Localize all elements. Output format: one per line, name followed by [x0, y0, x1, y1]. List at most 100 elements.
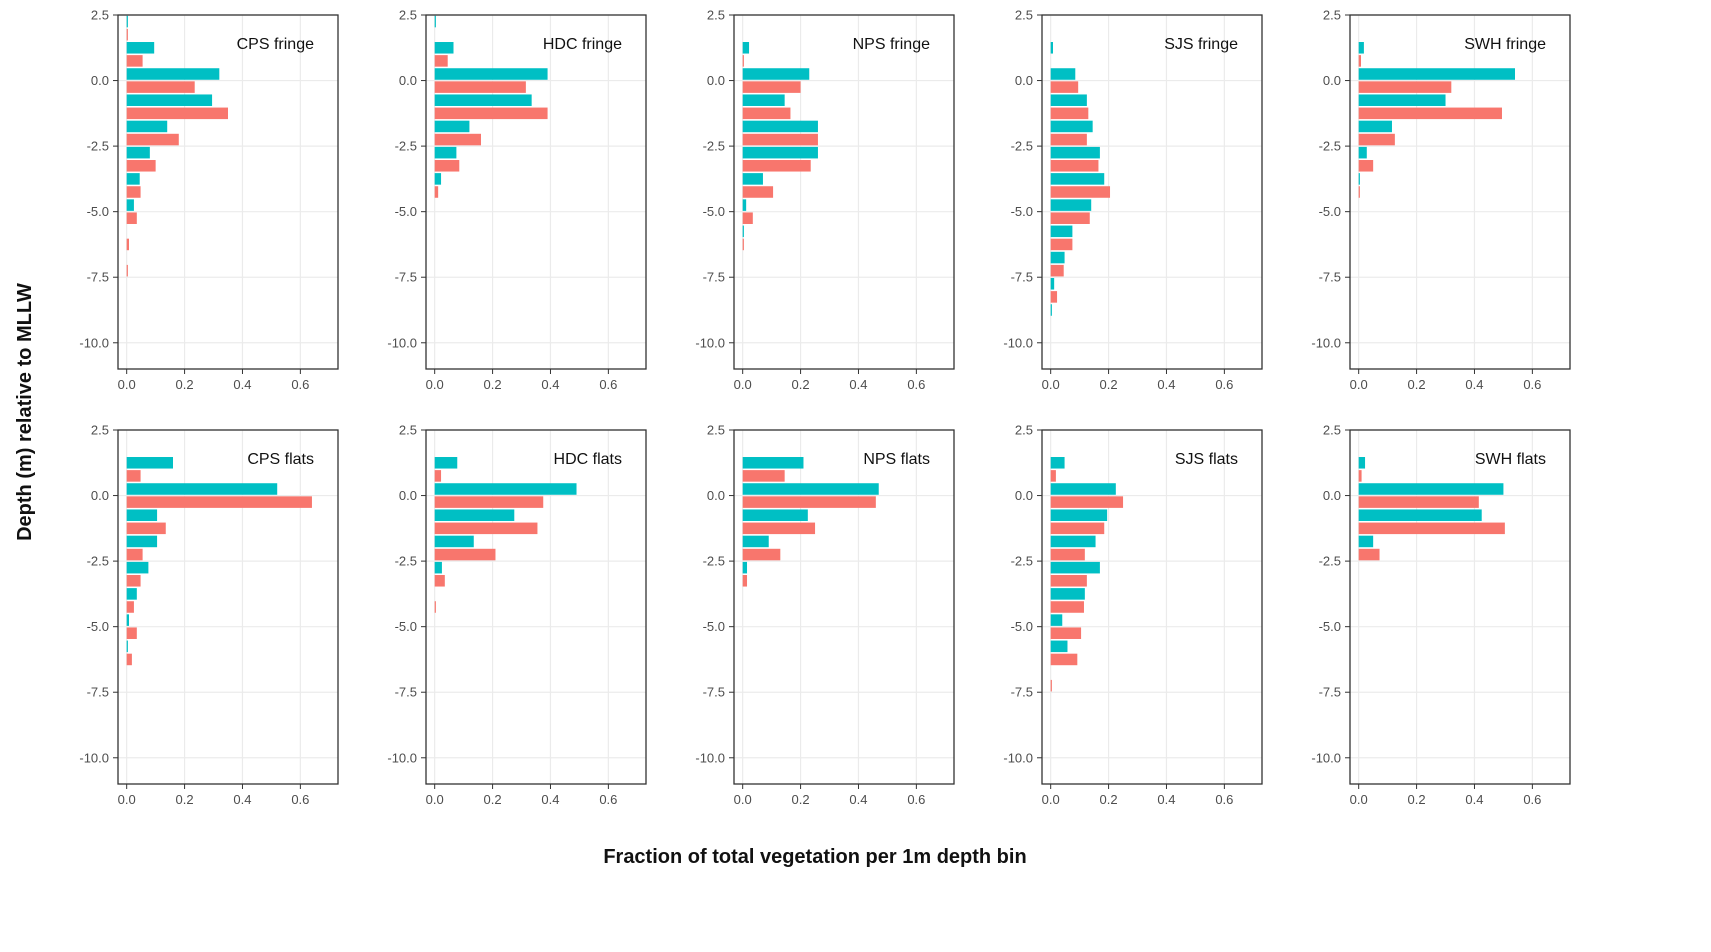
- bar-teal: [1358, 509, 1482, 521]
- bar-red: [126, 575, 141, 587]
- bar-red: [1050, 160, 1099, 172]
- panel-frame: [1041, 14, 1263, 370]
- x-tick-label: 0.0: [426, 377, 444, 392]
- x-tick-label: 0.0: [1042, 377, 1060, 392]
- bar-teal: [1050, 42, 1053, 54]
- bar-red: [126, 522, 166, 535]
- bar-red: [742, 133, 818, 146]
- bar-red: [1050, 627, 1082, 639]
- bar-red: [1050, 81, 1079, 93]
- bar-teal: [1358, 42, 1364, 54]
- bar-teal: [126, 146, 150, 159]
- y-tick-label: 2.5: [1323, 423, 1341, 438]
- bar-teal: [742, 42, 750, 54]
- bar-red: [434, 133, 481, 146]
- bar-teal: [1358, 120, 1392, 133]
- y-tick-label: 0.0: [1323, 488, 1341, 503]
- y-tick-label: -2.5: [703, 139, 725, 154]
- bar-teal: [126, 614, 129, 626]
- panel-title: HDC flats: [554, 451, 622, 468]
- bar-teal: [434, 120, 470, 133]
- bar-teal: [434, 173, 442, 185]
- y-tick-label: -2.5: [395, 139, 417, 154]
- x-tick-label: 0.0: [426, 792, 444, 807]
- bar-teal: [1358, 146, 1367, 159]
- y-tick-label: -7.5: [703, 270, 725, 285]
- x-tick-label: 0.2: [484, 792, 502, 807]
- bar-teal: [742, 199, 747, 211]
- bar-red: [1358, 496, 1479, 508]
- panel-title: CPS fringe: [237, 36, 314, 53]
- bar-red: [1358, 160, 1374, 172]
- panel-hdc-flats: 0.0 0.2 0.4 0.6 2.5 0.0 -2.5 -5.0 -7.5 -10.0 HDC f…: [387, 423, 647, 807]
- panel-frame: [117, 14, 339, 370]
- bar-red: [1050, 133, 1087, 146]
- bar-red: [126, 548, 143, 561]
- x-tick-label: 0.4: [1157, 792, 1175, 807]
- y-axis-title: Depth (m) relative to MLLW: [14, 283, 36, 541]
- bar-teal: [126, 483, 278, 495]
- bar-red: [1050, 264, 1064, 277]
- panel-title: SWH flats: [1475, 451, 1546, 468]
- x-tick-label: 0.6: [291, 377, 309, 392]
- bar-red: [126, 133, 179, 146]
- x-axis-title: Fraction of total vegetation per 1m dept…: [603, 846, 1026, 868]
- bar-red: [742, 548, 781, 561]
- bar-teal: [1050, 588, 1085, 600]
- bar-red: [126, 496, 312, 508]
- panel-frame: [425, 14, 647, 370]
- bar-teal: [742, 146, 818, 159]
- y-tick-label: -10.0: [1003, 750, 1033, 765]
- y-tick-label: -5.0: [1011, 619, 1033, 634]
- bar-teal: [126, 457, 173, 469]
- x-tick-label: 0.0: [734, 792, 752, 807]
- x-tick-label: 0.6: [1215, 792, 1233, 807]
- bar-red: [1050, 186, 1111, 198]
- bar-red: [742, 212, 753, 224]
- bar-red: [1358, 55, 1361, 67]
- bar-red: [126, 653, 132, 666]
- bar-red: [126, 160, 156, 172]
- y-tick-label: -5.0: [395, 619, 417, 634]
- bar-teal: [434, 146, 457, 159]
- x-tick-label: 0.2: [1100, 377, 1118, 392]
- panel-title: SWH fringe: [1464, 36, 1546, 53]
- bar-teal: [1050, 535, 1096, 548]
- bar-red: [1050, 548, 1085, 561]
- panel-title: CPS flats: [247, 451, 314, 468]
- y-tick-label: -10.0: [79, 750, 109, 765]
- panel-frame: [425, 429, 647, 785]
- y-tick-label: -7.5: [1011, 685, 1033, 700]
- bar-red: [434, 81, 526, 93]
- bar-teal: [126, 68, 220, 80]
- bar-red: [434, 186, 439, 198]
- x-tick-label: 0.2: [1408, 792, 1426, 807]
- bar-red: [126, 264, 128, 277]
- y-tick-label: 2.5: [399, 8, 417, 23]
- x-tick-label: 0.4: [541, 792, 559, 807]
- bar-red: [434, 601, 436, 613]
- x-tick-label: 0.0: [118, 377, 136, 392]
- bar-teal: [1358, 483, 1504, 495]
- bar-red: [126, 186, 141, 198]
- bar-teal: [1358, 535, 1374, 548]
- bar-teal: [742, 535, 769, 548]
- y-tick-label: -7.5: [1319, 270, 1341, 285]
- y-tick-label: 0.0: [1015, 488, 1033, 503]
- x-tick-label: 0.0: [1350, 377, 1368, 392]
- bar-red: [1050, 107, 1089, 120]
- bar-red: [1050, 601, 1084, 613]
- x-tick-label: 0.4: [1465, 792, 1483, 807]
- x-tick-label: 0.6: [907, 377, 925, 392]
- y-tick-label: 2.5: [707, 8, 725, 23]
- bar-teal: [1358, 68, 1515, 80]
- y-tick-label: -5.0: [1319, 204, 1341, 219]
- bar-red: [434, 548, 496, 561]
- x-tick-label: 0.6: [1523, 792, 1541, 807]
- bar-red: [434, 575, 445, 587]
- bar-red: [1050, 496, 1124, 508]
- bar-teal: [434, 535, 474, 548]
- bar-teal: [742, 225, 744, 238]
